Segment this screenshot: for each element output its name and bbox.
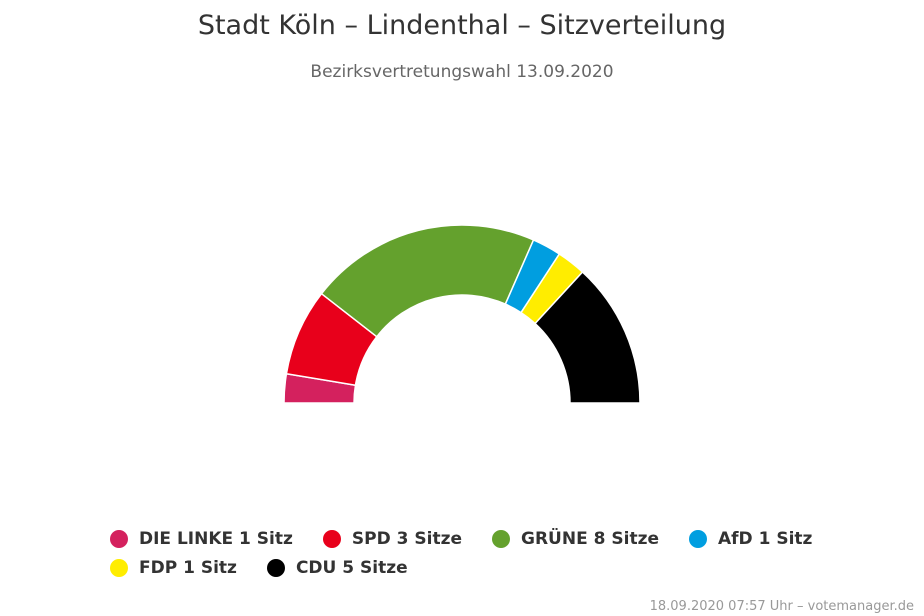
semicircle-arcs <box>283 224 641 404</box>
legend-row-2: FDP 1 Sitz CDU 5 Sitze <box>110 553 830 582</box>
legend-dot-fdp <box>110 558 128 577</box>
legend: DIE LINKE 1 Sitz SPD 3 Sitze GRÜNE 8 Sit… <box>110 524 830 582</box>
legend-label-afd: AfD 1 Sitz <box>718 528 813 549</box>
legend-label-fdp: FDP 1 Sitz <box>139 557 237 578</box>
legend-dot-spd <box>322 529 341 548</box>
legend-item-fdp[interactable]: FDP 1 Sitz <box>110 558 237 578</box>
legend-item-die-linke[interactable]: DIE LINKE 1 Sitz <box>110 529 293 549</box>
legend-label-die-linke: DIE LINKE 1 Sitz <box>139 528 293 549</box>
chart-title: Stadt Köln – Lindenthal – Sitzverteilung <box>197 10 727 41</box>
legend-row-1: DIE LINKE 1 Sitz SPD 3 Sitze GRÜNE 8 Sit… <box>110 524 830 553</box>
legend-dot-die-linke <box>110 529 128 548</box>
legend-item-cdu[interactable]: CDU 5 Sitze <box>266 557 408 578</box>
legend-item-afd[interactable]: AfD 1 Sitz <box>689 529 812 549</box>
legend-label-cdu: CDU 5 Sitze <box>295 557 408 578</box>
legend-label-spd: SPD 3 Sitze <box>351 528 463 549</box>
arc-gruene[interactable] <box>320 224 535 338</box>
legend-item-spd[interactable]: SPD 3 Sitze <box>322 528 463 549</box>
legend-dot-cdu <box>266 558 285 577</box>
chart-subtitle: Bezirksvertretungswahl 13.09.2020 <box>310 62 614 82</box>
credit-text[interactable]: 18.09.2020 07:57 Uhr – votemanager.de <box>649 599 914 614</box>
legend-dot-afd <box>689 529 707 548</box>
arc-cdu[interactable] <box>534 271 641 404</box>
legend-dot-gruene <box>492 529 511 548</box>
legend-item-gruene[interactable]: GRÜNE 8 Sitze <box>492 529 659 549</box>
legend-label-gruene: GRÜNE 8 Sitze <box>521 528 659 549</box>
